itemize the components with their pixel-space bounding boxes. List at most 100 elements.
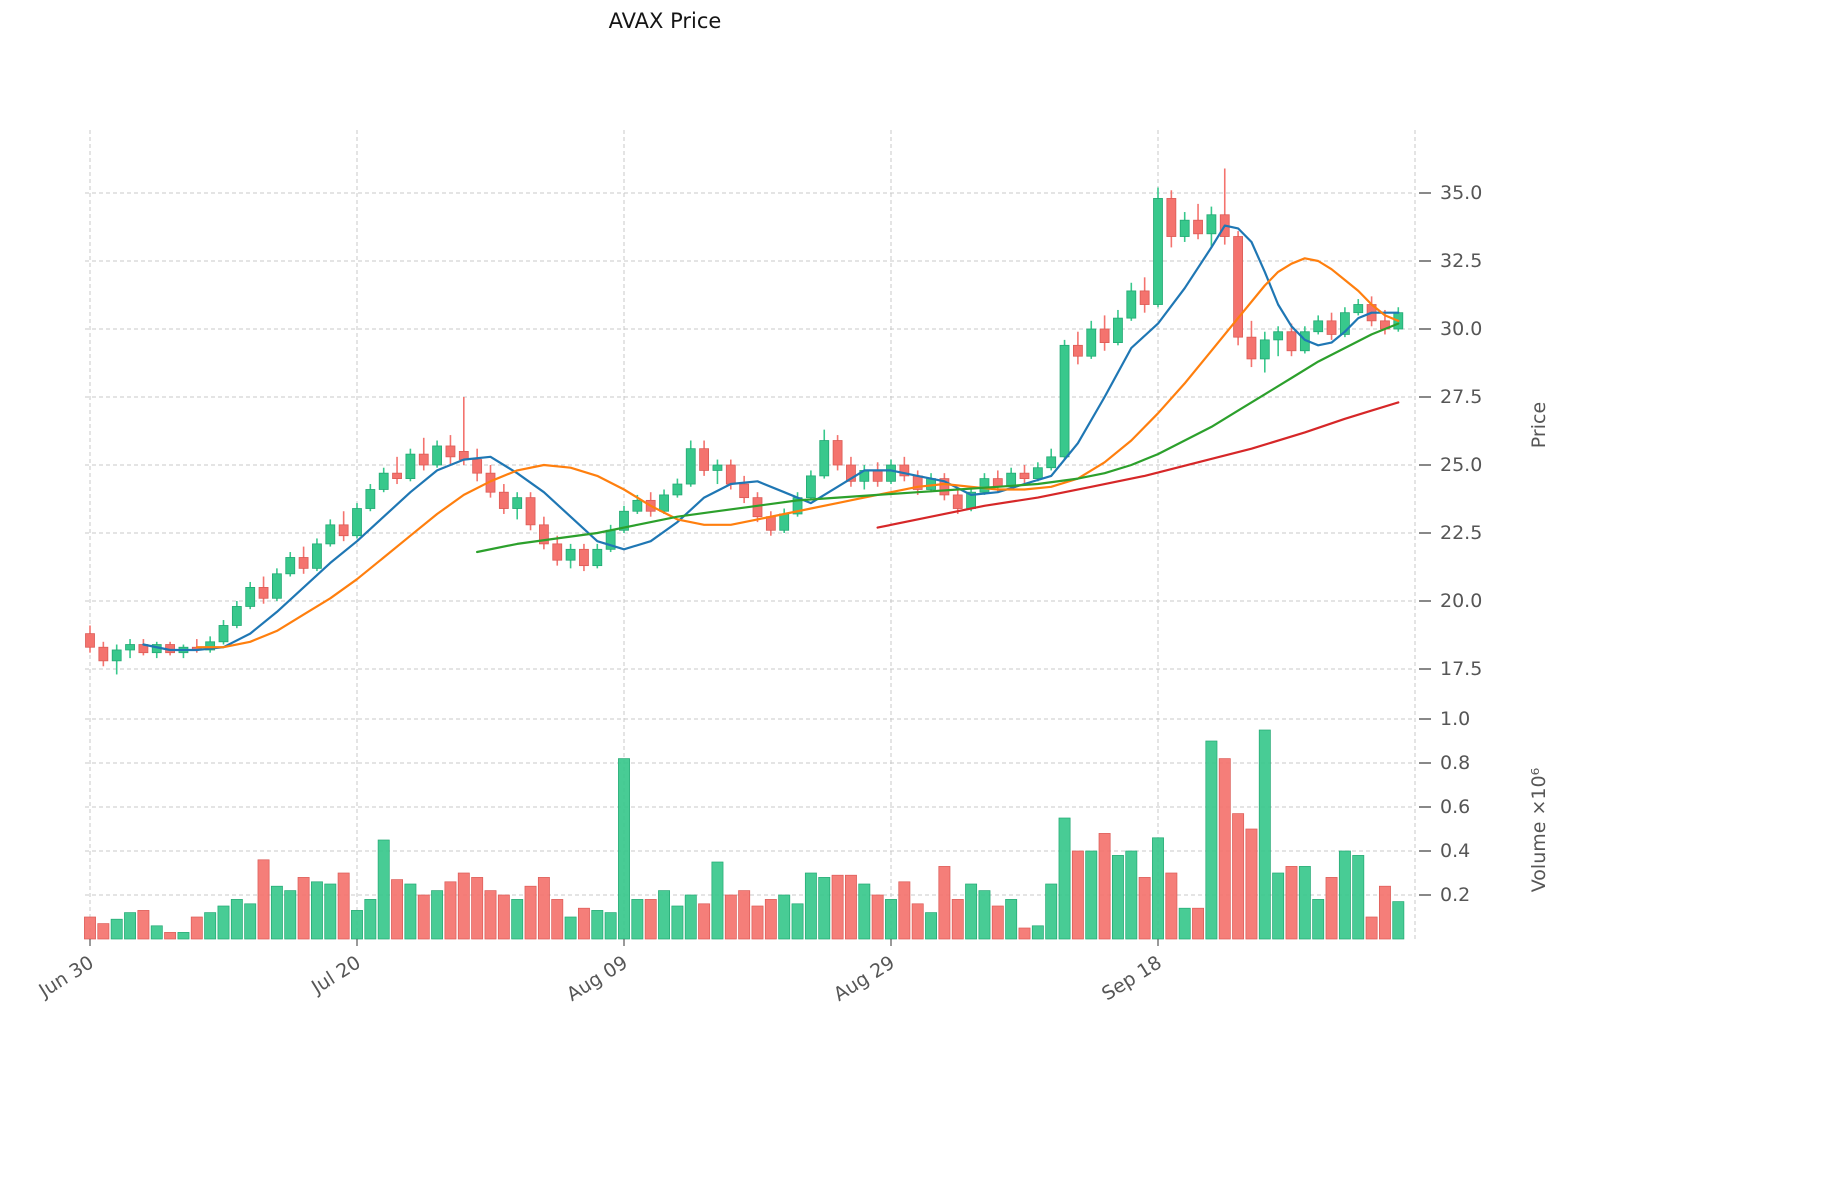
date-tick-label: Aug 29: [830, 952, 899, 1006]
volume-bar: [1085, 850, 1098, 940]
volume-bar: [1298, 866, 1311, 940]
volume-tick-label: 0.8: [1440, 752, 1470, 774]
trend-red-line: [876, 401, 1400, 529]
candle-body: [365, 489, 376, 509]
candle-body: [312, 543, 322, 569]
volume-bar: [1005, 899, 1018, 940]
volume-bar: [778, 894, 791, 940]
volume-bar: [324, 883, 337, 940]
candle-body: [1340, 312, 1350, 335]
candle-body: [432, 445, 443, 466]
candle-body: [525, 497, 536, 526]
volume-bar: [1312, 899, 1325, 940]
candle-body: [1153, 198, 1163, 305]
candle-body: [352, 508, 362, 537]
volume-bar: [537, 877, 550, 940]
volume-bar: [150, 925, 163, 940]
volume-bar: [844, 874, 857, 940]
volume-bar: [658, 890, 671, 940]
volume-bar: [1285, 866, 1298, 940]
candle-body: [231, 606, 242, 626]
candle-body: [472, 459, 483, 474]
price-tick-label: 17.5: [1440, 658, 1482, 680]
volume-bar: [818, 877, 831, 940]
candle-body: [672, 483, 683, 496]
candle-body: [1353, 304, 1364, 314]
candle-body: [779, 513, 790, 531]
volume-bar: [204, 912, 217, 940]
candle-body: [1073, 344, 1083, 357]
candle-body: [1046, 456, 1057, 469]
volume-bar: [1245, 828, 1258, 940]
price-pane-candles: [85, 168, 1404, 675]
volume-bar: [217, 905, 230, 940]
volume-bar: [618, 758, 630, 940]
candle-body: [806, 475, 816, 499]
candle-body: [98, 646, 109, 662]
candle-body: [1246, 336, 1257, 360]
volume-bar: [337, 872, 350, 940]
date-tick-label: Sep 18: [1098, 952, 1166, 1006]
volume-bar: [991, 905, 1004, 940]
volume-bar: [885, 899, 897, 940]
candle-body: [1273, 331, 1284, 341]
volume-bar: [1205, 740, 1218, 940]
volume-bar: [1165, 872, 1178, 940]
candle-body: [565, 548, 576, 561]
volume-bar: [591, 910, 604, 940]
volume-bar: [684, 894, 697, 940]
volume-bar: [137, 910, 150, 940]
candle-body: [111, 649, 122, 662]
candle-body: [1059, 344, 1070, 458]
chart-title: AVAX Price: [608, 9, 722, 33]
volume-pane: [84, 729, 1405, 940]
price-tick-label: 32.5: [1440, 250, 1482, 272]
volume-bar: [377, 839, 390, 940]
volume-bar: [311, 881, 323, 940]
volume-bar: [751, 905, 764, 940]
volume-bar: [1378, 885, 1391, 940]
candle-body: [1326, 320, 1337, 335]
volume-tick-label: 0.4: [1440, 840, 1470, 862]
candle-body: [1233, 236, 1243, 338]
candle-body: [979, 478, 990, 493]
ma-mid-orange-line: [195, 257, 1400, 649]
candle-body: [846, 464, 856, 482]
volume-bar: [230, 899, 243, 940]
volume-bar: [631, 899, 644, 940]
volume-bar: [431, 890, 444, 940]
candle-body: [405, 453, 416, 479]
volume-bar: [190, 916, 203, 940]
candle-body: [125, 644, 135, 651]
volume-bar: [110, 918, 123, 940]
candle-body: [1099, 328, 1110, 344]
candle-body: [271, 573, 282, 599]
volume-bar: [1058, 817, 1071, 940]
volume-bar: [1338, 850, 1351, 940]
volume-bar: [1365, 916, 1378, 940]
candle-body: [819, 440, 830, 477]
volume-bar: [270, 885, 283, 940]
volume-bar: [898, 881, 911, 940]
volume-bar: [698, 903, 711, 940]
volume-bar: [1178, 907, 1191, 940]
candle-body: [512, 497, 523, 509]
volume-bar: [871, 894, 884, 940]
volume-bar: [177, 932, 190, 940]
candle-body: [899, 464, 910, 477]
volume-bar: [417, 894, 430, 940]
volume-bar: [791, 903, 804, 940]
candle-body: [418, 453, 429, 466]
candle-body: [952, 494, 963, 509]
volume-bar: [551, 899, 564, 940]
candle-body: [659, 494, 669, 512]
candle-body: [1259, 339, 1270, 360]
volume-bar: [1325, 877, 1338, 940]
candle-body: [85, 633, 95, 648]
candle-body: [699, 448, 709, 471]
candle-body: [498, 491, 509, 509]
volume-bar: [457, 872, 470, 940]
ma-fast-blue-line: [142, 224, 1400, 652]
